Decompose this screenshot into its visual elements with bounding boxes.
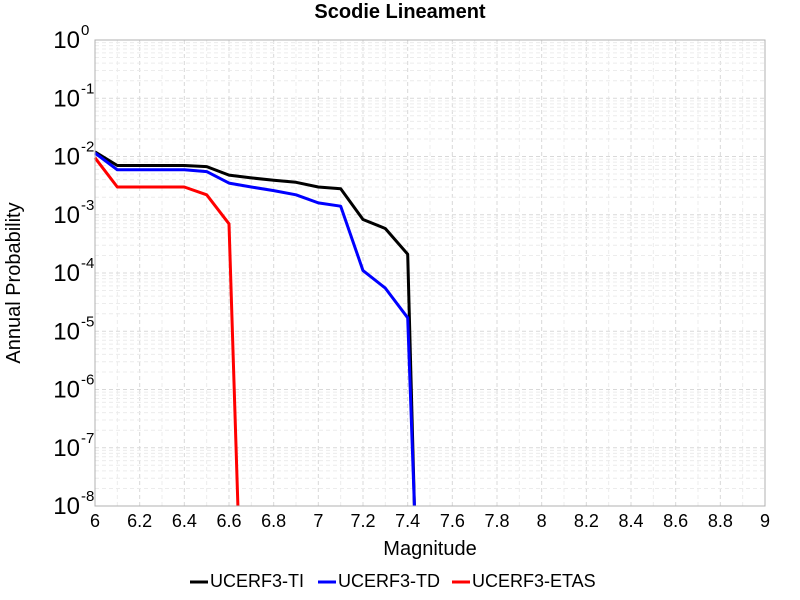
y-tick-base: 10 <box>53 202 80 229</box>
y-tick-base: 10 <box>53 260 80 287</box>
y-tick-exponent: -5 <box>81 313 94 330</box>
legend: UCERF3-TI UCERF3-TD UCERF3-ETAS <box>190 571 596 591</box>
x-tick-label: 7.4 <box>395 511 420 531</box>
y-tick-exponent: -4 <box>81 255 94 272</box>
x-tick-label: 7 <box>313 511 323 531</box>
x-tick-label: 8.8 <box>708 511 733 531</box>
x-tick-label: 6.8 <box>261 511 286 531</box>
y-tick-exponent: -2 <box>81 139 94 156</box>
chart-title: Scodie Lineament <box>314 1 485 23</box>
plot-area-frame <box>94 39 766 507</box>
y-tick-base: 10 <box>53 144 80 171</box>
y-tick-label: 10 -7 <box>53 430 94 462</box>
x-tick-label: 6.6 <box>216 511 241 531</box>
y-tick-base: 10 <box>53 493 80 520</box>
y-tick-base: 10 <box>53 27 80 54</box>
x-tick-label: 6.2 <box>127 511 152 531</box>
y-tick-label: 10 -4 <box>53 255 94 287</box>
y-tick-base: 10 <box>53 435 80 462</box>
x-tick-labels: 6 6.2 6.4 6.6 6.8 7 7.2 7.4 7.6 7.8 8 8.2 8.4 8.6 8.8 9 <box>90 511 770 531</box>
x-tick-label: 8.2 <box>574 511 599 531</box>
y-tick-base: 10 <box>53 377 80 404</box>
legend-label: UCERF3-ETAS <box>472 571 596 591</box>
y-tick-exponent: 0 <box>81 22 89 39</box>
series-line-ucerf3-td <box>94 151 416 507</box>
y-tick-label: 10 -1 <box>53 80 94 112</box>
series-line-ucerf3-etas <box>93 156 240 507</box>
x-tick-label: 6 <box>90 511 100 531</box>
series-line-ucerf3-ti <box>94 150 416 507</box>
y-tick-exponent: -6 <box>81 372 94 389</box>
y-tick-label: 10 -3 <box>53 197 94 229</box>
y-tick-base: 10 <box>53 85 80 112</box>
grid <box>94 40 766 507</box>
y-tick-exponent: -1 <box>81 80 94 97</box>
legend-label: UCERF3-TI <box>210 571 304 591</box>
y-tick-exponent: -7 <box>81 430 94 447</box>
y-tick-label: 10 -6 <box>53 372 94 404</box>
x-tick-label: 7.6 <box>440 511 465 531</box>
x-tick-label: 9 <box>760 511 770 531</box>
x-tick-label: 8.4 <box>618 511 643 531</box>
y-tick-base: 10 <box>53 318 80 345</box>
x-tick-label: 8 <box>537 511 547 531</box>
series-layer <box>93 150 416 507</box>
y-tick-exponent: -3 <box>81 197 94 214</box>
y-tick-label: 10 0 <box>53 22 89 54</box>
y-tick-label: 10 -8 <box>53 488 94 520</box>
y-tick-label: 10 -5 <box>53 313 94 345</box>
y-tick-exponent: -8 <box>81 488 94 505</box>
y-tick-label: 10 -2 <box>53 139 94 171</box>
x-tick-label: 7.8 <box>484 511 509 531</box>
legend-label: UCERF3-TD <box>338 571 440 591</box>
x-axis-label: Magnitude <box>383 538 476 560</box>
y-axis-label: Annual Probability <box>3 202 25 363</box>
x-tick-label: 8.6 <box>663 511 688 531</box>
x-tick-label: 6.4 <box>172 511 197 531</box>
x-tick-label: 7.2 <box>350 511 375 531</box>
legend-item: UCERF3-ETAS <box>452 571 596 591</box>
legend-item: UCERF3-TD <box>318 571 440 591</box>
legend-item: UCERF3-TI <box>190 571 304 591</box>
